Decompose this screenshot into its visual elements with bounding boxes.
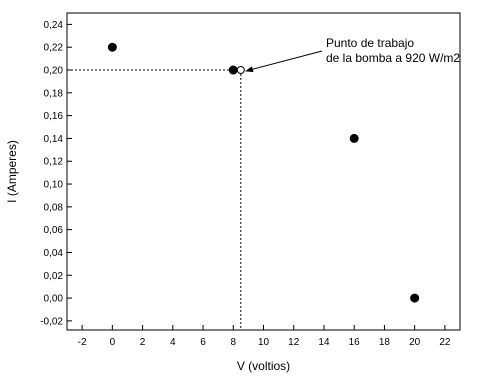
data-point xyxy=(410,293,420,303)
x-tick-label: 18 xyxy=(379,337,391,348)
y-tick-label: 0,10 xyxy=(44,180,64,191)
x-axis-label: V (voltios) xyxy=(237,359,290,373)
x-tick-label: 8 xyxy=(230,337,236,348)
annotation: Punto de trabajo de la bomba a 920 W/m2 xyxy=(245,36,460,73)
x-tick-label: 10 xyxy=(258,337,270,348)
y-tick-label: 0,00 xyxy=(44,294,64,305)
x-tick-label: 14 xyxy=(318,337,330,348)
y-tick-label: 0,22 xyxy=(44,43,64,54)
x-tick-label: 20 xyxy=(409,337,421,348)
data-point xyxy=(349,133,359,143)
operating-point-guides xyxy=(67,69,242,330)
operating-point xyxy=(236,66,245,75)
y-tick-label: 0,20 xyxy=(44,66,64,77)
data-point xyxy=(228,65,238,75)
x-tick-label: 16 xyxy=(349,337,361,348)
x-tick-label: 22 xyxy=(439,337,451,348)
y-tick-label: 0,18 xyxy=(44,88,64,99)
y-tick-label: 0,04 xyxy=(44,248,64,259)
y-axis-label: I (Amperes) xyxy=(5,140,19,203)
annotation-line-2: de la bomba a 920 W/m2 xyxy=(326,51,460,65)
x-tick-label: -2 xyxy=(78,337,87,348)
x-tick-label: 6 xyxy=(200,337,206,348)
y-tick-label: 0,08 xyxy=(44,202,64,213)
data-point xyxy=(107,42,117,52)
y-axis-ticks: -0,02 0,00 0,02 0,04 0,06 0,08 0,10 0,12 0,14 0,1… xyxy=(40,20,72,327)
y-tick-label: 0,14 xyxy=(44,134,64,145)
y-tick-label: 0,06 xyxy=(44,225,64,236)
annotation-arrow xyxy=(245,50,323,73)
x-tick-label: 4 xyxy=(170,337,176,348)
x-tick-label: 0 xyxy=(110,337,116,348)
x-axis-ticks: -2 0 2 4 6 8 10 12 14 16 18 20 22 xyxy=(78,325,451,348)
data-points xyxy=(107,42,420,303)
x-tick-label: 12 xyxy=(288,337,300,348)
y-tick-label: 0,12 xyxy=(44,157,64,168)
y-tick-label: 0,24 xyxy=(44,20,64,31)
y-tick-label: 0,16 xyxy=(44,111,64,122)
x-tick-label: 2 xyxy=(140,337,146,348)
y-tick-label: 0,02 xyxy=(44,271,64,282)
y-tick-label: -0,02 xyxy=(40,316,63,327)
annotation-line-1: Punto de trabajo xyxy=(326,36,414,50)
